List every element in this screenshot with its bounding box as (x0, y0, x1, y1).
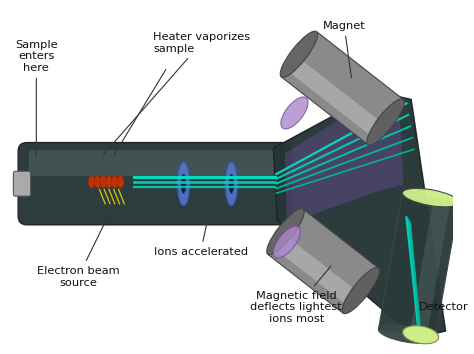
FancyBboxPatch shape (18, 143, 292, 225)
Polygon shape (287, 57, 384, 138)
Text: Heater vaporizes
sample: Heater vaporizes sample (103, 32, 250, 155)
Text: Ions accelerated: Ions accelerated (154, 223, 248, 257)
Ellipse shape (378, 325, 435, 343)
Ellipse shape (273, 226, 301, 258)
Ellipse shape (94, 176, 101, 188)
Polygon shape (281, 32, 403, 144)
Text: Electron beam
source: Electron beam source (37, 221, 120, 287)
Ellipse shape (402, 188, 459, 207)
Ellipse shape (225, 162, 237, 206)
Ellipse shape (177, 162, 190, 206)
Ellipse shape (181, 174, 186, 193)
Ellipse shape (280, 31, 318, 78)
Polygon shape (268, 209, 378, 313)
Polygon shape (273, 92, 446, 338)
FancyBboxPatch shape (29, 150, 281, 176)
Ellipse shape (403, 326, 438, 344)
Ellipse shape (229, 174, 234, 193)
Ellipse shape (111, 176, 118, 188)
Text: Detector: Detector (419, 302, 468, 326)
Text: Magnet: Magnet (323, 21, 365, 78)
Polygon shape (378, 193, 459, 339)
Text: Magnetic field
deflects lightest
ions most: Magnetic field deflects lightest ions mo… (250, 266, 342, 324)
Polygon shape (410, 198, 451, 338)
Ellipse shape (281, 97, 308, 129)
FancyBboxPatch shape (13, 171, 31, 196)
Ellipse shape (100, 176, 107, 188)
Ellipse shape (106, 176, 112, 188)
Ellipse shape (342, 267, 380, 314)
Ellipse shape (267, 209, 304, 255)
Ellipse shape (117, 176, 124, 188)
Polygon shape (285, 99, 403, 224)
Polygon shape (273, 234, 359, 306)
Text: Sample
enters
here: Sample enters here (15, 40, 58, 156)
Ellipse shape (89, 176, 95, 188)
Ellipse shape (367, 99, 404, 145)
